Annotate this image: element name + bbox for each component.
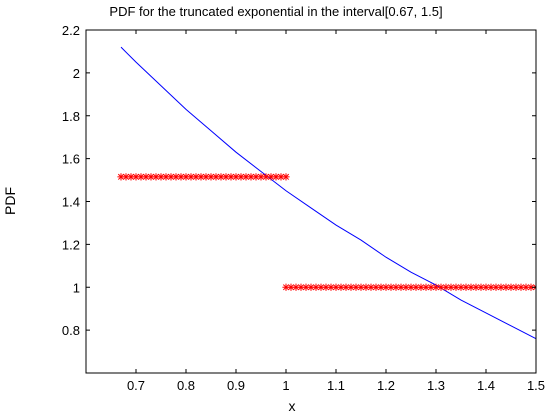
marker-point <box>397 283 405 291</box>
marker-point <box>297 283 305 291</box>
marker-point <box>117 173 125 181</box>
marker-point <box>357 283 365 291</box>
marker-point <box>252 173 260 181</box>
y-tick-label: 1.6 <box>62 152 80 167</box>
pdf-curve-line <box>120 46 536 340</box>
x-tick-label: 1.5 <box>527 378 545 393</box>
marker-point <box>197 173 205 181</box>
chart-title: PDF for the truncated exponential in the… <box>109 4 442 19</box>
plot-marks <box>117 46 536 340</box>
marker-point <box>477 283 485 291</box>
axes: 0.7 0.8 0.9 1 1.1 1.2 1.3 1.4 1.5 0.8 1 1.2 1.4 1.6 1.… <box>62 23 545 393</box>
plot-area <box>86 30 536 373</box>
x-axis-label: x <box>289 398 296 414</box>
marker-point <box>157 173 165 181</box>
y-axis-label: PDF <box>2 187 18 215</box>
marker-point <box>467 283 475 291</box>
marker-point <box>232 173 240 181</box>
x-tick-label: 1 <box>282 378 289 393</box>
marker-point <box>177 173 185 181</box>
marker-point <box>152 173 160 181</box>
y-tick-label: 1 <box>73 280 80 295</box>
marker-point <box>402 283 410 291</box>
marker-point <box>377 283 385 291</box>
y-tick-label: 2 <box>73 66 80 81</box>
y-tick-label: 2.2 <box>62 23 80 38</box>
y-tick-label: 1.4 <box>62 195 80 210</box>
x-tick-label: 0.9 <box>227 378 245 393</box>
marker-point <box>262 173 270 181</box>
marker-point <box>242 173 250 181</box>
marker-point <box>452 283 460 291</box>
marker-point <box>502 283 510 291</box>
x-tick-label: 1.3 <box>427 378 445 393</box>
marker-point <box>187 173 195 181</box>
marker-point <box>307 283 315 291</box>
x-tick-label: 1.4 <box>477 378 495 393</box>
x-tick-label: 1.1 <box>327 378 345 393</box>
x-tick-label: 0.8 <box>177 378 195 393</box>
x-tick-label: 1.2 <box>377 378 395 393</box>
marker-point <box>352 283 360 291</box>
marker-point <box>492 283 500 291</box>
y-tick-label: 0.8 <box>62 323 80 338</box>
marker-point <box>147 173 155 181</box>
y-tick-label: 1.8 <box>62 109 80 124</box>
x-tick-label: 0.7 <box>127 378 145 393</box>
marker-point <box>267 173 275 181</box>
marker-point <box>282 173 290 181</box>
y-tick-label: 1.2 <box>62 237 80 252</box>
